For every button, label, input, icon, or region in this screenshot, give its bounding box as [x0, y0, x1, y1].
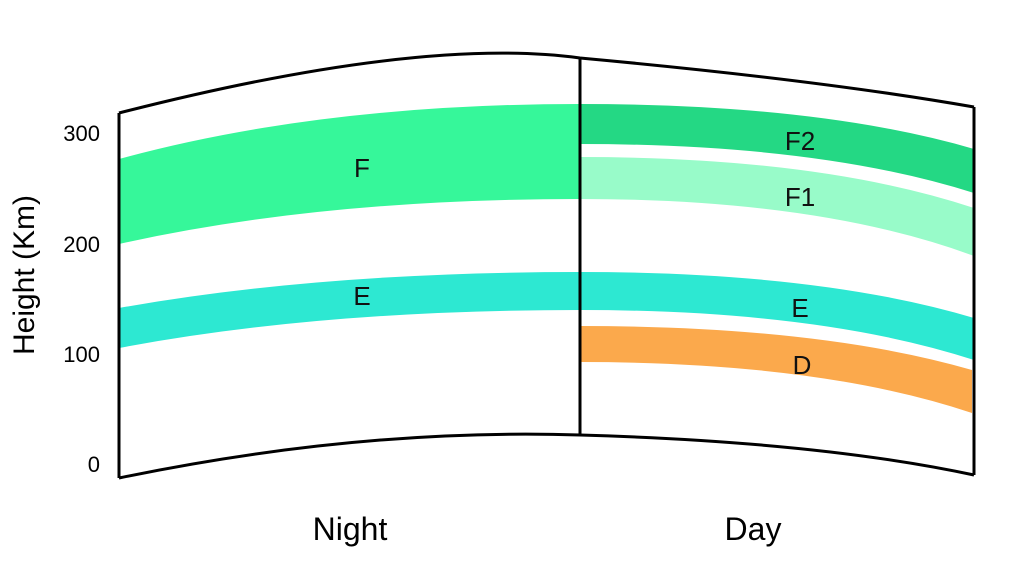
tick-label-200: 200 [63, 232, 100, 257]
night-f-layer [119, 104, 580, 244]
frame-top-arc [118, 51, 975, 115]
day-panel-label: Day [725, 511, 782, 547]
frame-bottom-arc [118, 432, 975, 480]
night-panel-label: Night [313, 511, 388, 547]
tick-label-300: 300 [63, 121, 100, 146]
day-e-label: E [791, 293, 808, 323]
day-d-label: D [793, 350, 812, 380]
day-d-layer [580, 326, 972, 413]
day-f1-label: F1 [785, 182, 815, 212]
tick-label-100: 100 [63, 342, 100, 367]
day-f1-layer [580, 157, 974, 256]
night-f-label: F [354, 153, 370, 183]
night-e-layer [119, 272, 580, 348]
day-f2-label: F2 [785, 126, 815, 156]
day-e-layer [580, 272, 974, 360]
y-axis-title: Height (Km) [8, 195, 41, 355]
day-f2-layer [580, 104, 974, 193]
tick-label-0: 0 [88, 452, 100, 477]
night-e-label: E [353, 281, 370, 311]
